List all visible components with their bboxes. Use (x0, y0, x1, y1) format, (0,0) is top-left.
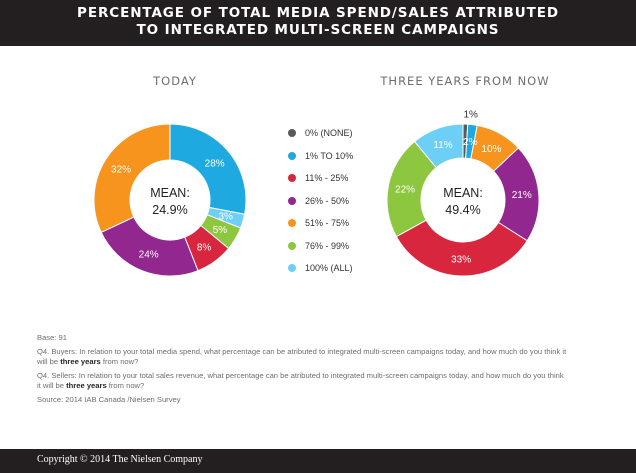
slice-label: 22% (395, 184, 415, 195)
slice-label: 11% (433, 140, 452, 151)
page-title-line-2: TO INTEGRATED MULTI-SCREEN CAMPAIGNS (136, 22, 500, 38)
slice-label: 21% (512, 190, 532, 201)
legend-swatch (288, 241, 296, 250)
slice-label: 1% (463, 110, 478, 121)
three-years-mean-label: MEAN: (443, 186, 483, 200)
legend-item-all: 100% (ALL) (288, 257, 398, 280)
legend-label: 26% - 50% (305, 195, 350, 206)
q4-sellers-text: Q4. Sellers: In relation to your total s… (37, 371, 564, 390)
base-note: Base: 91 (37, 333, 67, 342)
q4-buyers-end: from now? (102, 357, 139, 366)
legend-swatch (288, 264, 296, 273)
slice-label: 24% (139, 249, 159, 260)
three-years-chart-title: THREE YEARS FROM NOW (380, 74, 550, 88)
slice-label: 28% (205, 159, 225, 170)
legend-label: 11% - 25% (305, 173, 349, 184)
slice-label: 3% (218, 212, 233, 223)
footer-bar: Copyright © 2014 The Nielsen Company (0, 449, 636, 473)
page-title-line-1: PERCENTAGE OF TOTAL MEDIA SPEND/SALES AT… (77, 5, 559, 21)
title-bar: PERCENTAGE OF TOTAL MEDIA SPEND/SALES AT… (0, 0, 636, 46)
three-years-mean-value: 49.4% (445, 203, 480, 217)
slice-label: 10% (481, 144, 501, 155)
legend-label: 100% (ALL) (305, 263, 353, 274)
q4-buyers-text: Q4. Buyers: In relation to your total me… (37, 347, 567, 366)
legend-label: 76% - 99% (305, 240, 350, 251)
donut-hole (130, 160, 210, 240)
slice-label: 33% (451, 254, 471, 265)
q4-buyers-note: Q4. Buyers: In relation to your total me… (37, 347, 567, 367)
legend-swatch (288, 174, 296, 183)
legend-item-none: 0% (NONE) (288, 122, 398, 145)
q4-sellers-bold: three years (66, 381, 107, 390)
q4-buyers-bold: three years (60, 357, 101, 366)
legend-item-26-50: 26% - 50% (288, 190, 398, 213)
legend-swatch (288, 129, 296, 138)
legend-swatch (288, 219, 296, 228)
legend: 0% (NONE) 1% TO 10% 11% - 25% 26% - 50% … (288, 122, 398, 280)
q4-sellers-note: Q4. Sellers: In relation to your total s… (37, 371, 567, 391)
copyright-text: Copyright © 2014 The Nielsen Company (37, 454, 203, 465)
legend-item-11-25: 11% - 25% (288, 167, 398, 190)
legend-item-76-99: 76% - 99% (288, 235, 398, 258)
legend-label: 0% (NONE) (305, 128, 353, 139)
slice-label: 32% (111, 164, 131, 175)
donut-hole (421, 158, 505, 242)
legend-item-1-10: 1% TO 10% (288, 145, 398, 168)
footnotes: Base: 91 Q4. Buyers: In relation to your… (37, 333, 567, 409)
legend-swatch (288, 151, 296, 160)
today-mean-label: MEAN: (150, 186, 190, 200)
legend-item-51-75: 51% - 75% (288, 212, 398, 235)
legend-label: 1% TO 10% (305, 150, 354, 161)
slice-label: 2% (463, 137, 478, 148)
slice-label: 8% (197, 242, 212, 253)
today-mean-value: 24.9% (152, 203, 187, 217)
legend-label: 51% - 75% (305, 218, 350, 229)
legend-swatch (288, 196, 296, 205)
today-chart-title: TODAY (153, 74, 197, 88)
q4-sellers-end: from now? (108, 381, 145, 390)
source-note: Source: 2014 IAB Canada /Nielsen Survey (37, 395, 181, 404)
slice-label: 5% (213, 225, 228, 236)
